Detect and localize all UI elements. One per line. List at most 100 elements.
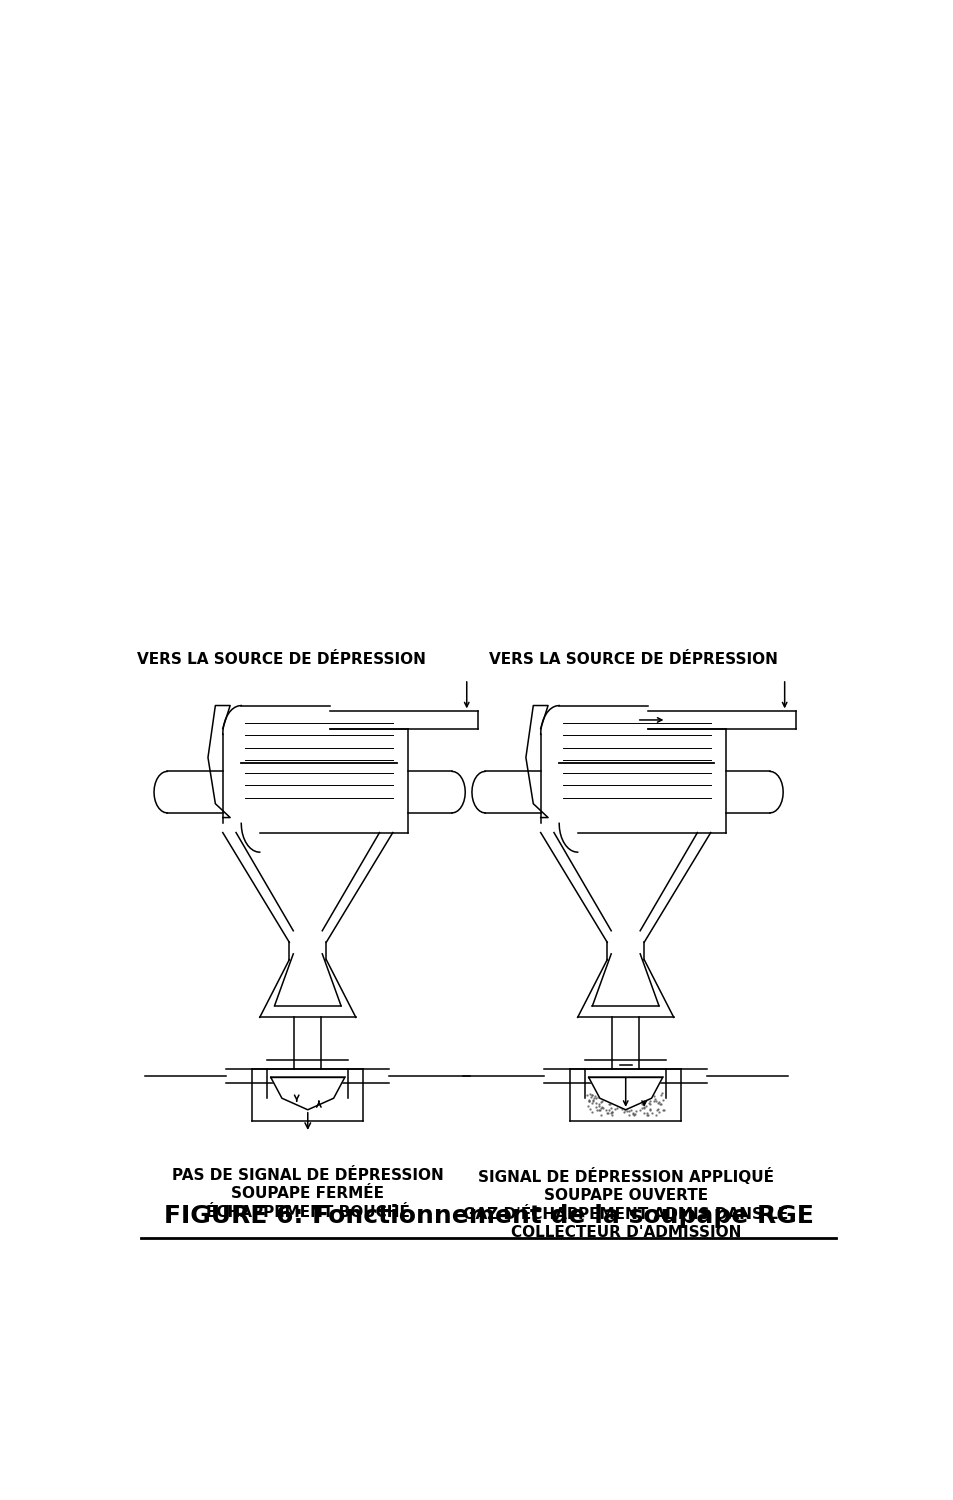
Text: VERS LA SOURCE DE DÉPRESSION: VERS LA SOURCE DE DÉPRESSION [137, 652, 426, 668]
Point [594, 1089, 609, 1113]
Point [639, 1102, 655, 1126]
Point [622, 1098, 638, 1122]
Point [656, 1098, 671, 1122]
Point [602, 1096, 618, 1120]
Point [589, 1098, 604, 1122]
Text: SIGNAL DE DÉPRESSION APPLIQUÉ
SOUPAPE OUVERTE
GAZ D'ÉCHAPPEMENT ADMIS DANS LE
CO: SIGNAL DE DÉPRESSION APPLIQUÉ SOUPAPE OU… [462, 1167, 787, 1240]
Point [620, 1089, 636, 1113]
Point [625, 1089, 640, 1113]
Point [584, 1083, 599, 1107]
Point [625, 1104, 640, 1128]
Point [582, 1096, 598, 1120]
Point [591, 1092, 606, 1116]
Point [654, 1098, 669, 1122]
Point [597, 1083, 612, 1107]
Point [619, 1096, 635, 1120]
Point [589, 1084, 604, 1108]
Point [588, 1090, 603, 1114]
Point [641, 1098, 657, 1122]
Point [609, 1095, 624, 1119]
Point [642, 1089, 658, 1113]
Point [604, 1104, 619, 1128]
Point [643, 1101, 659, 1125]
Point [650, 1090, 665, 1114]
Point [606, 1083, 621, 1107]
Point [598, 1101, 614, 1125]
Point [587, 1084, 602, 1108]
Point [583, 1084, 598, 1108]
Point [594, 1095, 609, 1119]
Point [613, 1086, 628, 1110]
Point [588, 1095, 603, 1119]
Point [646, 1088, 661, 1112]
Point [611, 1082, 626, 1106]
Point [586, 1086, 601, 1110]
Polygon shape [588, 1077, 662, 1110]
Polygon shape [271, 1077, 344, 1110]
Point [648, 1089, 663, 1113]
Point [601, 1082, 617, 1106]
Point [634, 1092, 649, 1116]
Point [639, 1102, 654, 1126]
Point [617, 1098, 632, 1122]
Point [654, 1082, 669, 1106]
Point [593, 1090, 608, 1114]
Point [601, 1092, 617, 1116]
Text: FIGURE 6: Fonctionnement de la soupape RGE: FIGURE 6: Fonctionnement de la soupape R… [164, 1204, 813, 1228]
Point [578, 1083, 594, 1107]
Point [643, 1082, 659, 1106]
Point [649, 1098, 664, 1122]
Point [636, 1095, 651, 1119]
Point [595, 1096, 610, 1120]
Point [634, 1095, 649, 1119]
Point [598, 1098, 613, 1122]
Point [636, 1101, 651, 1125]
Point [604, 1101, 619, 1125]
Point [614, 1096, 629, 1120]
Point [653, 1092, 668, 1116]
Point [602, 1089, 618, 1113]
Point [583, 1083, 598, 1107]
Point [606, 1083, 621, 1107]
Point [593, 1096, 608, 1120]
Text: VERS LA SOURCE DE DÉPRESSION: VERS LA SOURCE DE DÉPRESSION [488, 652, 777, 668]
Point [607, 1096, 622, 1120]
Point [636, 1096, 651, 1120]
Point [646, 1089, 661, 1113]
Point [651, 1100, 666, 1124]
Point [587, 1086, 602, 1110]
Point [638, 1089, 653, 1113]
Point [641, 1092, 657, 1116]
Point [639, 1101, 654, 1125]
Point [638, 1095, 653, 1119]
Point [584, 1092, 599, 1116]
Point [620, 1100, 636, 1124]
Point [639, 1088, 654, 1112]
Point [583, 1100, 598, 1124]
Point [639, 1088, 654, 1112]
Point [582, 1082, 598, 1106]
Point [628, 1100, 643, 1124]
Point [581, 1089, 597, 1113]
Point [626, 1083, 641, 1107]
Point [593, 1082, 608, 1106]
Point [591, 1098, 606, 1122]
Point [594, 1083, 609, 1107]
Point [580, 1089, 596, 1113]
Point [652, 1092, 667, 1116]
Point [599, 1101, 615, 1125]
Point [653, 1083, 668, 1107]
Point [579, 1094, 595, 1118]
Point [648, 1098, 663, 1122]
Point [608, 1084, 623, 1108]
Point [601, 1084, 617, 1108]
Point [641, 1090, 657, 1114]
Point [641, 1096, 657, 1120]
Point [621, 1102, 637, 1126]
Point [618, 1095, 634, 1119]
Point [602, 1088, 618, 1112]
Point [612, 1095, 627, 1119]
Point [584, 1089, 599, 1113]
Point [592, 1098, 607, 1122]
Point [654, 1088, 669, 1112]
